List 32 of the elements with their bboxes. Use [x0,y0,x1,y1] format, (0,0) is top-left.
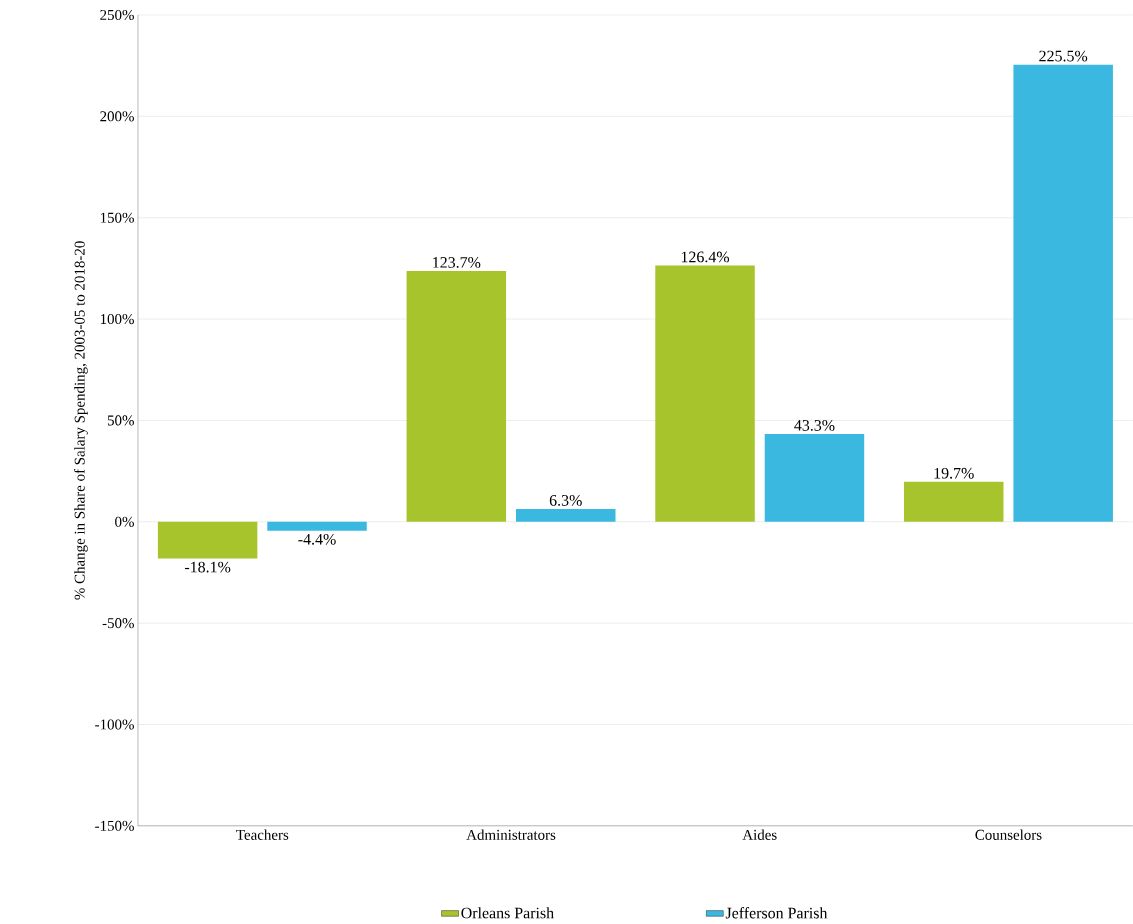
y-tick-label: 150% [100,212,134,223]
y-tick-label: 0% [115,516,134,527]
data-label: 6.3% [549,495,582,506]
legend-label: Orleans Parish [461,907,554,919]
data-label: 43.3% [794,420,835,431]
bar [904,481,1004,522]
data-label: 123.7% [433,257,481,268]
y-tick-label: -100% [95,719,134,730]
bar [157,521,258,559]
bar [655,265,755,522]
data-label: -4.4% [298,534,336,545]
legend-label: Jefferson Parish [725,907,828,919]
data-label: -18.1% [184,561,231,573]
y-tick-label: 100% [100,314,134,325]
y-tick-label: 200% [100,111,134,122]
y-tick-label: 50% [107,415,134,426]
x-tick-label: Administrators [466,829,556,840]
x-tick-label: Teachers [236,829,289,840]
data-label: 225.5% [1039,50,1088,62]
y-tick-label: -50% [102,618,134,629]
bar [406,271,507,522]
bar [764,434,865,522]
y-tick-label: -150% [95,820,134,832]
y-axis-title: % Change in Share of Salary Spending, 2003-05 to 2018-20 [74,241,88,600]
data-label: 19.7% [934,467,974,479]
x-tick-label: Counselors [975,829,1042,840]
bar [267,521,367,531]
bar [1013,64,1113,522]
y-tick-label: 250% [100,10,134,21]
x-tick-label: Aides [742,829,777,840]
data-label: 126.4% [681,251,730,263]
bar [516,509,616,522]
